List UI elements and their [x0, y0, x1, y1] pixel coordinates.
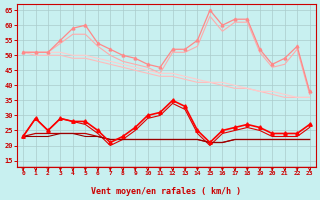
X-axis label: Vent moyen/en rafales ( km/h ): Vent moyen/en rafales ( km/h )	[91, 187, 241, 196]
